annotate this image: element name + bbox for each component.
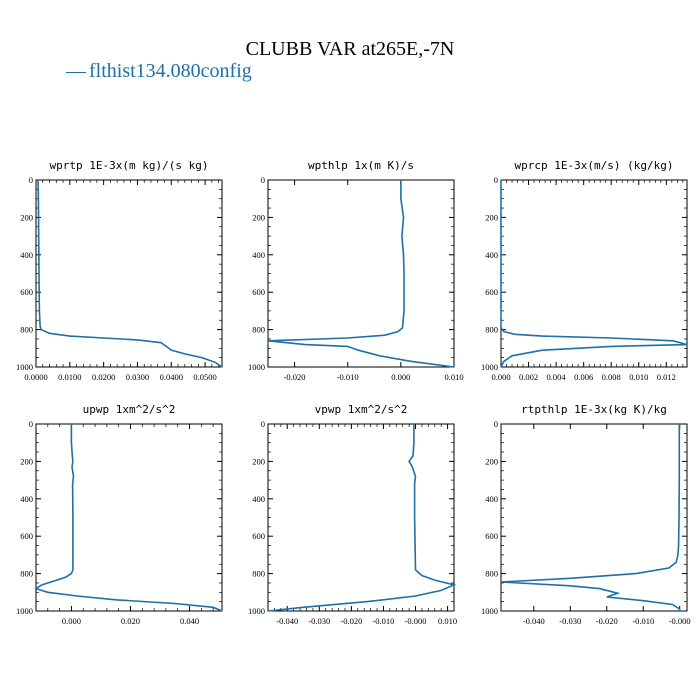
y-tick-label: 1000 [481,362,498,372]
x-tick-label: 0.010 [438,616,457,626]
y-tick-label: 200 [20,212,33,222]
panel-5: vpwp 1xm^2/s^2 0 200 400 600 800 1000 -0.040 -0.… [248,403,457,626]
x-tick-label: -0.010 [372,616,394,626]
y-tick-label: 800 [252,569,265,579]
y-tick-label: 400 [485,250,498,260]
y-tick-label: 600 [485,531,498,541]
x-tick-label: -0.010 [337,372,359,382]
y-tick-label: 800 [20,325,33,335]
x-tick-label: 0.004 [547,372,567,382]
panel-1: wprtp 1E-3x(m kg)/(s kg) 0 200 400 600 800 100… [16,159,223,382]
x-tick-label: -0.000 [405,616,427,626]
y-tick-label: 400 [20,250,33,260]
plot-frame [267,423,455,612]
y-tick-label: 600 [485,287,498,297]
y-tick-label: 800 [485,569,498,579]
y-tick-label: 0 [29,175,33,185]
series-line [34,424,223,612]
y-tick-label: 0 [261,175,265,185]
x-tick-label: -0.010 [632,616,654,626]
y-tick-label: 400 [485,494,498,504]
plot-frame [267,179,455,368]
series-line [37,179,223,368]
x-tick-label: 0.0400 [160,372,183,382]
y-tick-label: 200 [20,456,33,466]
series-line [267,424,457,612]
y-tick-label: 800 [485,325,498,335]
x-tick-label: -0.030 [308,616,330,626]
x-tick-label: 0.0200 [92,372,115,382]
x-tick-label: 0.002 [519,372,538,382]
x-tick-label: 0.0500 [193,372,216,382]
y-tick-label: 1000 [16,606,33,616]
panel-2: wpthlp 1x(m K)/s 0 200 400 600 800 1000 -0.020 -… [248,159,464,382]
y-tick-label: 1000 [248,362,265,372]
y-tick-label: 400 [252,250,265,260]
y-tick-label: 400 [20,494,33,504]
plot-frame [35,423,223,612]
x-tick-label: 0.000 [491,372,510,382]
y-tick-label: 1000 [481,606,498,616]
legend-label: flthist134.080config [89,60,252,82]
x-tick-label: -0.040 [276,616,298,626]
y-tick-label: 600 [20,531,33,541]
y-tick-label: 200 [252,212,265,222]
y-tick-label: 400 [252,494,265,504]
y-tick-label: 0 [261,419,265,429]
x-tick-label: 0.020 [121,616,140,626]
x-tick-label: -0.020 [596,616,618,626]
x-tick-label: 0.006 [574,372,593,382]
y-tick-label: 600 [252,287,265,297]
legend-marker: — [65,60,87,82]
x-tick-label: 0.0000 [24,372,47,382]
y-tick-label: 600 [20,287,33,297]
series-line [267,180,455,368]
figure-title: CLUBB VAR at265E,-7N [246,38,455,60]
panel-title: upwp 1xm^2/s^2 [83,403,176,416]
panel-3: wprcp 1E-3x(m/s) (kg/kg) 0 200 400 600 800 100… [481,159,688,382]
figure-legend: — flthist134.080config [65,60,252,82]
x-tick-label: -0.040 [523,616,545,626]
series-line [500,424,681,611]
panels: wprtp 1E-3x(m kg)/(s kg) 0 200 400 600 800 100… [16,159,691,626]
panel-6: rtpthlp 1E-3x(kg K)/kg 0 200 400 600 800 1000 -… [481,403,691,626]
x-tick-label: 0.0300 [126,372,149,382]
y-tick-label: 1000 [248,606,265,616]
y-tick-label: 0 [494,419,498,429]
y-tick-label: 800 [252,325,265,335]
x-tick-label: 0.012 [657,372,676,382]
y-tick-label: 1000 [16,362,33,372]
x-tick-label: 0.010 [444,372,463,382]
y-tick-label: 800 [20,569,33,579]
x-tick-label: 0.010 [629,372,648,382]
y-tick-label: 200 [252,456,265,466]
series-line [500,180,688,368]
panel-title: wprcp 1E-3x(m/s) (kg/kg) [515,159,674,172]
y-tick-label: 0 [494,175,498,185]
x-tick-label: -0.000 [669,616,691,626]
x-tick-label: 0.000 [391,372,410,382]
panel-title: wpthlp 1x(m K)/s [308,159,414,172]
panel-4: upwp 1xm^2/s^2 0 200 400 600 800 1000 0.000 0.02… [16,403,223,626]
x-tick-label: -0.020 [284,372,306,382]
x-tick-label: 0.008 [602,372,621,382]
plot-frame [500,179,688,368]
y-tick-label: 200 [485,212,498,222]
y-tick-label: 600 [252,531,265,541]
x-tick-label: -0.020 [340,616,362,626]
x-tick-label: -0.030 [559,616,581,626]
panel-title: wprtp 1E-3x(m kg)/(s kg) [50,159,209,172]
y-tick-label: 200 [485,456,498,466]
x-tick-label: 0.040 [180,616,199,626]
x-tick-label: 0.000 [62,616,81,626]
x-tick-label: 0.0100 [58,372,81,382]
panel-title: rtpthlp 1E-3x(kg K)/kg [521,403,667,416]
panel-title: vpwp 1xm^2/s^2 [315,403,408,416]
y-tick-label: 0 [29,419,33,429]
